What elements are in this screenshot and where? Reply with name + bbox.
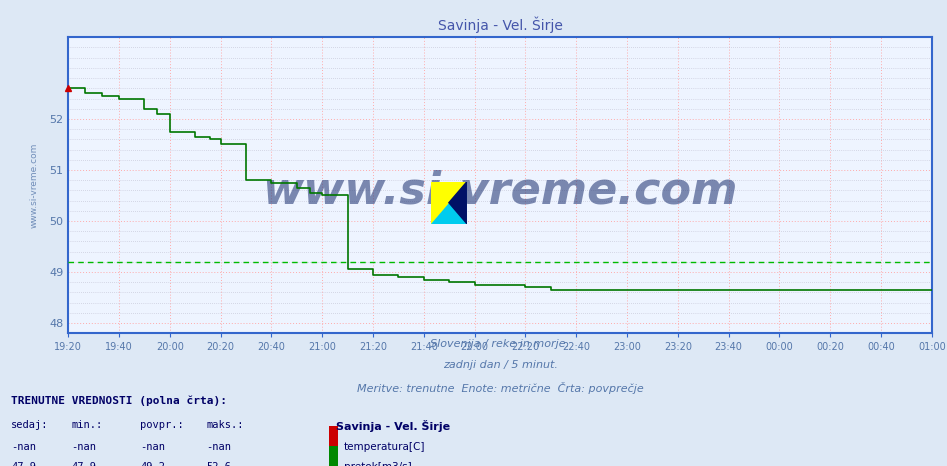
Polygon shape: [431, 182, 467, 224]
Text: Meritve: trenutne  Enote: metrične  Črta: povprečje: Meritve: trenutne Enote: metrične Črta: …: [357, 382, 643, 394]
Text: zadnji dan / 5 minut.: zadnji dan / 5 minut.: [442, 361, 558, 370]
Text: 49,2: 49,2: [140, 462, 165, 466]
Polygon shape: [449, 182, 467, 224]
Text: TRENUTNE VREDNOSTI (polna črta):: TRENUTNE VREDNOSTI (polna črta):: [11, 396, 227, 406]
Bar: [329, 446, 338, 466]
Title: Savinja - Vel. Širje: Savinja - Vel. Širje: [438, 17, 563, 34]
Text: -nan: -nan: [140, 442, 165, 452]
Text: -nan: -nan: [71, 442, 96, 452]
Text: www.si-vreme.com: www.si-vreme.com: [29, 143, 39, 228]
Text: min.:: min.:: [71, 420, 102, 431]
Text: Slovenija / reke in morje.: Slovenija / reke in morje.: [431, 339, 569, 349]
Text: Savinja - Vel. Širje: Savinja - Vel. Širje: [336, 420, 451, 432]
Text: pretok[m3/s]: pretok[m3/s]: [344, 462, 412, 466]
Text: -nan: -nan: [11, 442, 36, 452]
Text: -nan: -nan: [206, 442, 231, 452]
Text: povpr.:: povpr.:: [140, 420, 184, 431]
Text: 47,9: 47,9: [11, 462, 36, 466]
Bar: [329, 426, 338, 446]
Polygon shape: [431, 182, 467, 224]
Text: 52,6: 52,6: [206, 462, 231, 466]
Text: sedaj:: sedaj:: [11, 420, 49, 431]
Text: www.si-vreme.com: www.si-vreme.com: [262, 170, 738, 212]
Text: temperatura[C]: temperatura[C]: [344, 442, 425, 452]
Text: maks.:: maks.:: [206, 420, 244, 431]
Text: 47,9: 47,9: [71, 462, 96, 466]
